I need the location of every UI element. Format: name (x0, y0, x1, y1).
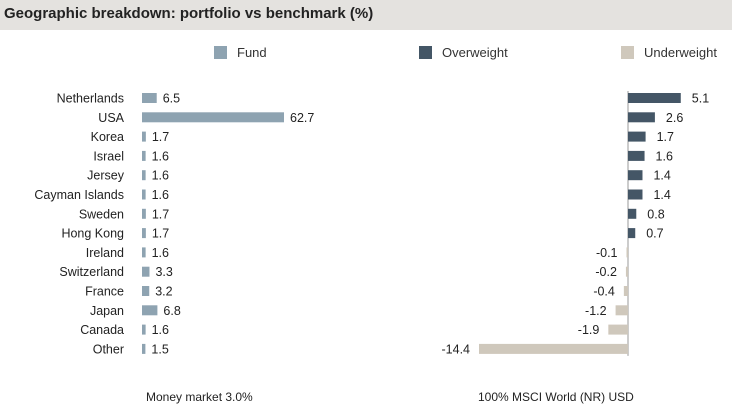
legend-swatch-overweight (419, 45, 432, 59)
diff-bar-japan (615, 305, 628, 316)
diff-value-label-other: -14.4 (442, 342, 471, 356)
fund-value-label-usa: 62.7 (290, 111, 314, 125)
diff-bar-israel (628, 150, 645, 161)
fund-value-label-switzerland: 3.3 (155, 265, 172, 279)
category-label-ireland: Ireland (86, 246, 124, 260)
category-label-jersey: Jersey (87, 169, 125, 183)
category-label-france: France (85, 285, 124, 299)
legend-label-overweight: Overweight (442, 44, 508, 60)
diff-value-label-korea: 1.7 (657, 130, 674, 144)
fund-value-label-cayman-islands: 1.6 (152, 188, 169, 202)
fund-value-label-france: 3.2 (155, 285, 172, 299)
diff-value-label-jersey: 1.4 (653, 169, 670, 183)
legend-swatch-fund (214, 45, 227, 59)
category-label-japan: Japan (90, 304, 124, 318)
diff-value-label-switzerland: -0.2 (595, 265, 617, 279)
category-label-other: Other (93, 342, 124, 356)
legend-item-underweight: Underweight (621, 44, 717, 60)
fund-value-label-ireland: 1.6 (152, 246, 169, 260)
chart-header: Geographic breakdown: portfolio vs bench… (0, 0, 732, 30)
fund-bar-canada (142, 324, 146, 335)
legend-swatch-underweight (621, 45, 634, 59)
fund-bar-sweden (142, 208, 146, 219)
fund-value-label-other: 1.5 (151, 342, 168, 356)
fund-value-label-korea: 1.7 (152, 130, 169, 144)
fund-value-label-netherlands: 6.5 (163, 92, 180, 106)
fund-value-label-hong-kong: 1.7 (152, 227, 169, 241)
diff-bar-usa (628, 112, 655, 123)
diff-value-label-usa: 2.6 (666, 111, 683, 125)
fund-bar-netherlands (142, 93, 157, 103)
diff-value-label-sweden: 0.8 (647, 207, 664, 221)
fund-bar-hong-kong (142, 228, 146, 239)
diff-bar-switzerland (625, 266, 628, 277)
diff-bar-canada (608, 324, 628, 335)
diff-value-label-japan: -1.2 (585, 304, 607, 318)
category-label-cayman-islands: Cayman Islands (34, 188, 124, 202)
category-label-switzerland: Switzerland (59, 265, 124, 279)
diff-value-label-hong-kong: 0.7 (646, 227, 663, 241)
category-label-usa: USA (98, 111, 124, 125)
fund-value-label-israel: 1.6 (152, 149, 169, 163)
legend-item-overweight: Overweight (419, 44, 508, 60)
fund-value-label-japan: 6.8 (163, 304, 180, 318)
diff-bar-cayman-islands (628, 189, 643, 200)
fund-value-label-sweden: 1.7 (152, 207, 169, 221)
diff-value-label-cayman-islands: 1.4 (653, 188, 670, 202)
fund-bar-israel (142, 150, 146, 161)
chart-title: Geographic breakdown: portfolio vs bench… (4, 5, 374, 22)
diff-bar-other (479, 343, 628, 354)
fund-bar-cayman-islands (142, 189, 146, 200)
diff-bar-sweden (628, 208, 637, 219)
diff-bar-ireland (626, 247, 628, 258)
diff-bar-france (623, 286, 628, 296)
category-label-hong-kong: Hong Kong (61, 227, 124, 241)
diff-value-label-netherlands: 5.1 (692, 92, 709, 106)
diff-value-label-israel: 1.6 (656, 149, 673, 163)
fund-bar-switzerland (142, 266, 150, 277)
legend-label-fund: Fund (237, 44, 267, 60)
diff-bar-hong-kong (628, 228, 636, 239)
fund-bar-japan (142, 305, 158, 316)
diff-bar-netherlands (628, 93, 681, 103)
diff-value-label-canada: -1.9 (578, 323, 600, 337)
category-label-israel: Israel (93, 149, 124, 163)
diff-value-label-france: -0.4 (593, 285, 615, 299)
category-label-sweden: Sweden (79, 207, 124, 221)
diff-bar-jersey (628, 170, 643, 181)
category-label-korea: Korea (91, 130, 124, 144)
footnote-money-market: Money market 3.0% (146, 390, 253, 404)
legend-label-underweight: Underweight (644, 44, 717, 60)
fund-bar-jersey (142, 170, 146, 181)
fund-value-label-jersey: 1.6 (152, 169, 169, 183)
footnote-benchmark: 100% MSCI World (NR) USD (478, 390, 634, 404)
fund-bar-ireland (142, 247, 146, 258)
diff-value-label-ireland: -0.1 (596, 246, 618, 260)
category-label-canada: Canada (80, 323, 124, 337)
fund-bar-other (142, 343, 146, 354)
fund-bar-usa (142, 112, 284, 123)
fund-bar-korea (142, 131, 146, 142)
legend-item-fund: Fund (214, 44, 267, 60)
fund-value-label-canada: 1.6 (152, 323, 169, 337)
diff-bar-korea (628, 131, 646, 142)
category-label-netherlands: Netherlands (57, 92, 124, 106)
fund-bar-france (142, 286, 150, 296)
